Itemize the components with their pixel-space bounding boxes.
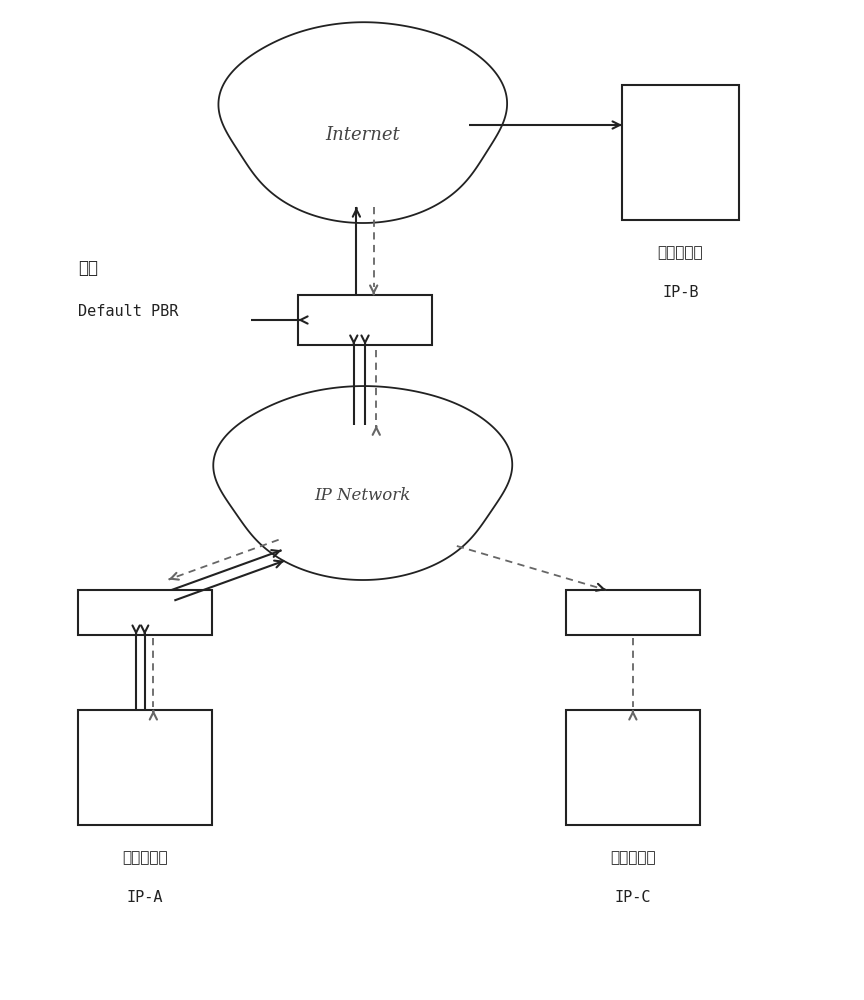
Text: IP Network: IP Network [314,487,411,504]
Polygon shape [213,386,512,580]
Bar [78,590,212,635]
Bar [566,710,700,825]
Bar [78,710,212,825]
Bar [298,295,432,345]
Bar [622,85,739,220]
Text: 公网服务器: 公网服务器 [610,850,656,865]
Polygon shape [219,22,507,223]
Text: 公网服务器: 公网服务器 [658,245,703,260]
Text: IP-B: IP-B [662,285,699,300]
Text: Default PBR: Default PBR [78,304,178,319]
Text: 配置: 配置 [78,259,98,277]
Text: IP-C: IP-C [614,890,651,905]
Bar [566,590,700,635]
Text: IP-A: IP-A [126,890,163,905]
Text: Internet: Internet [326,126,400,144]
Text: 公网服务器: 公网服务器 [122,850,168,865]
